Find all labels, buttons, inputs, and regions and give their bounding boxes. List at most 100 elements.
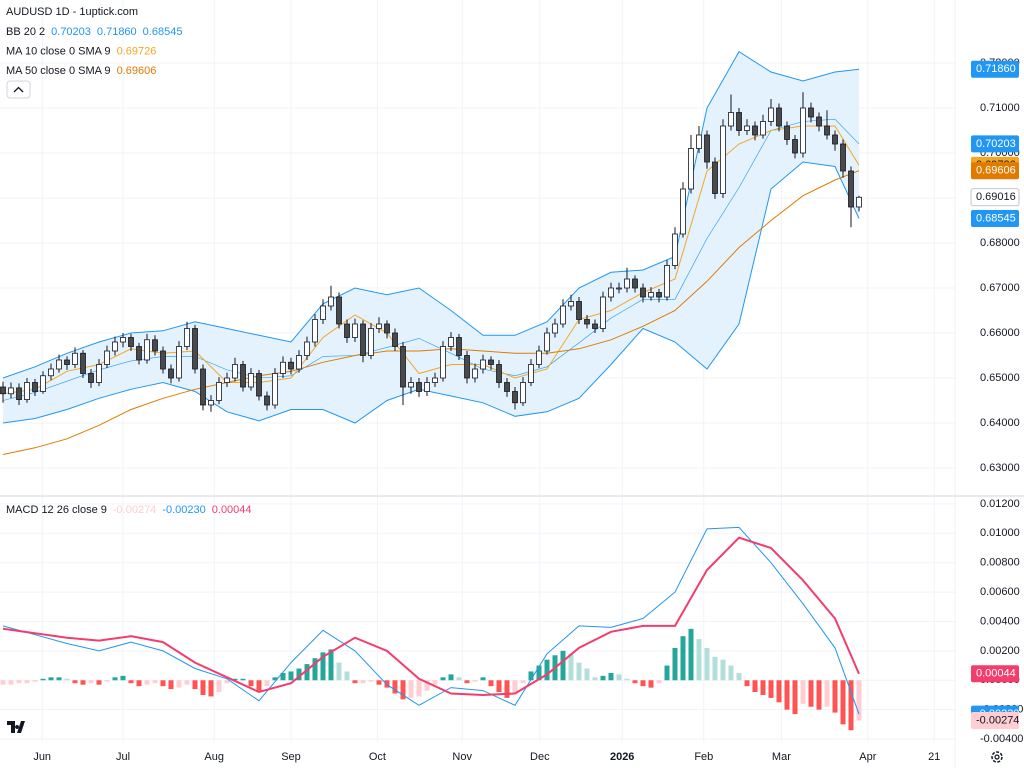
x-tick-label: Apr [859,751,876,763]
candle-body [496,364,502,383]
plot-area [0,50,862,731]
candle-body [224,377,230,383]
histogram-bar [512,680,518,694]
histogram-bar [72,680,78,684]
candle-body [768,107,774,122]
price-tag-label: 0.68545 [976,212,1016,224]
y-tick-label: 0.71000 [980,102,1020,114]
price-tag-label: -0.00274 [976,714,1019,726]
candle-body [352,323,358,338]
candle-body [808,107,814,118]
candle-body [264,395,270,406]
legend-value: -0.00274 [113,504,156,516]
candle-body [80,352,86,374]
candle-body [320,305,326,320]
histogram-bar [224,680,230,684]
candle-body [632,278,638,289]
candle-body [784,125,790,140]
histogram-bar [728,665,734,681]
histogram-bar [0,680,6,685]
candle-body [248,373,254,388]
candle-body [440,346,446,379]
candle-body [584,319,590,325]
candle-body [288,361,294,370]
candle-body [104,350,110,365]
y-tick-label: 0.01000 [980,527,1020,539]
histogram-bar [304,664,310,681]
candle-body [704,134,710,163]
histogram-bar [480,677,486,681]
price-tag [971,60,1019,78]
histogram-bar [632,680,638,684]
logo-mark [7,721,25,733]
candle-body [512,391,518,404]
legend-value: -0.00230 [162,504,205,516]
candle-body [336,296,342,325]
histogram-bar [568,653,574,681]
candle-body [672,233,678,266]
candle-body [688,148,694,190]
price-tag-label: 0.70203 [976,138,1016,150]
histogram-bar [152,680,158,684]
settings-button[interactable] [991,751,1003,763]
candle-body [400,346,406,388]
candle-body [552,323,558,334]
candle-body [488,359,494,365]
candle-body [728,112,734,127]
bb-upper-line [2,50,860,379]
candle-body [184,328,190,347]
gear-inner [994,754,1000,760]
candle-body [360,323,366,356]
x-tick-label: Dec [530,751,550,763]
candle-body [560,305,566,325]
candle-body [696,134,702,149]
histogram-bar [344,671,350,681]
candle-body [200,368,206,406]
candle-body [32,382,38,392]
histogram-bar [712,656,718,681]
histogram-bar [664,665,670,681]
histogram-bar [496,680,502,693]
histogram-bar [40,678,46,681]
histogram-bar [504,680,510,698]
legend-name: MA 10 close 0 SMA 9 [6,45,111,57]
x-tick-label: Feb [694,751,713,763]
histogram-bar [56,677,62,681]
price-tag [971,665,1019,683]
candle-body [168,368,174,379]
candle-body [840,143,846,172]
histogram-bar [792,680,798,715]
histogram-bar [720,659,726,681]
histogram-bar [360,680,366,684]
candle-body [72,352,78,365]
legend-value: 0.00044 [212,504,252,516]
candle-body [48,368,54,377]
y-tick-label: 0.00200 [980,645,1020,657]
histogram-bar [656,680,662,684]
collapse-button-box[interactable] [6,80,31,99]
candle-body [96,364,102,383]
candle-body [416,382,422,392]
histogram-bar [760,680,766,695]
histogram-bar [136,680,142,687]
candle-body [328,296,334,307]
histogram-bar [112,677,118,681]
collapse-button[interactable] [6,80,31,99]
candle-body [136,346,142,361]
candle-body [240,364,246,388]
histogram-bar [296,668,302,681]
price-tag-label: 0.00044 [976,668,1016,680]
histogram-bar [216,680,222,693]
candle-body [392,332,398,347]
candle-body [88,373,94,383]
y-tick-label: 0.63000 [980,462,1020,474]
histogram-bar [120,675,126,681]
histogram-bar [424,680,430,691]
logo[interactable] [7,721,25,733]
candle-body [8,387,14,395]
histogram-bar [416,680,422,697]
candle-body [176,346,182,379]
candle-body [120,337,126,343]
histogram-bar [808,680,814,707]
